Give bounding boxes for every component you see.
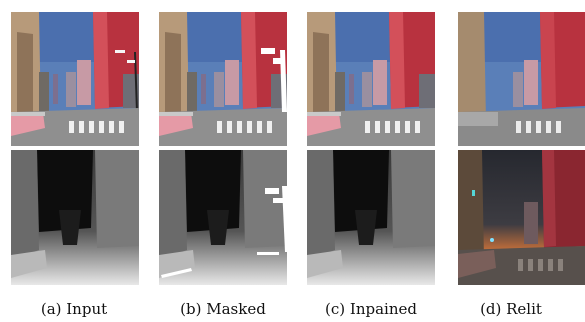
caption-masked: (b) Masked xyxy=(180,300,266,318)
caption-relit: (d) Relit xyxy=(480,300,542,318)
caption-inpainted: (c) Inpained xyxy=(325,300,417,318)
panel-masked-depth xyxy=(159,150,287,285)
caption-input: (a) Input xyxy=(40,300,108,318)
panel-relit-rgb-bottom xyxy=(458,150,585,285)
panel-relit-rgb-top xyxy=(458,12,585,146)
panel-input-depth xyxy=(11,150,139,285)
panel-masked-rgb xyxy=(159,12,287,146)
panel-input-rgb xyxy=(11,12,139,146)
panel-inpainted-depth xyxy=(307,150,435,285)
panel-inpainted-rgb xyxy=(307,12,435,146)
